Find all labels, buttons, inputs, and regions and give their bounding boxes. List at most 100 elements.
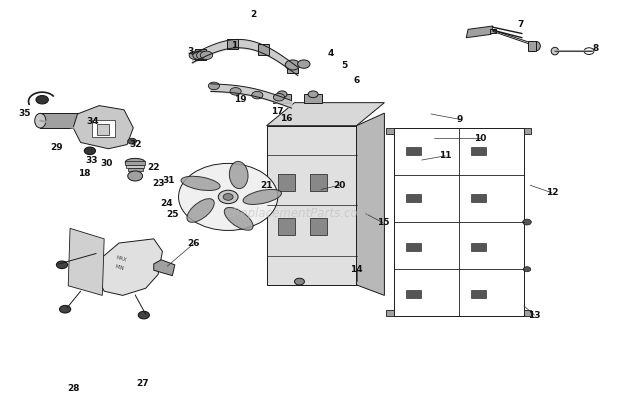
Bar (259, 44, 270, 55)
Ellipse shape (243, 189, 281, 204)
Circle shape (208, 82, 219, 90)
Ellipse shape (229, 161, 248, 189)
Circle shape (197, 51, 209, 59)
Text: 25: 25 (166, 210, 179, 219)
Bar (405, 290, 420, 298)
Ellipse shape (81, 114, 92, 128)
Bar (405, 147, 420, 155)
Bar (471, 147, 486, 155)
Circle shape (56, 261, 68, 269)
Text: 17: 17 (271, 107, 283, 116)
Text: 4: 4 (327, 49, 334, 58)
Text: 32: 32 (129, 140, 141, 149)
Bar (386, 310, 394, 316)
Bar (471, 194, 486, 202)
Text: 14: 14 (350, 265, 363, 274)
Bar (97, 124, 109, 135)
Polygon shape (466, 26, 493, 38)
Text: 6: 6 (354, 76, 360, 85)
Circle shape (523, 219, 531, 225)
Circle shape (193, 51, 205, 59)
Bar (40, 113, 87, 128)
Polygon shape (356, 113, 384, 295)
Polygon shape (68, 228, 104, 295)
Circle shape (189, 51, 202, 59)
Text: 11: 11 (439, 151, 451, 160)
Text: 33: 33 (86, 155, 98, 165)
Text: MIN: MIN (114, 264, 124, 271)
Bar (524, 310, 531, 316)
Text: 2: 2 (250, 10, 256, 19)
Text: 18: 18 (78, 169, 91, 178)
Bar (405, 243, 420, 251)
Text: 27: 27 (136, 379, 149, 388)
Circle shape (277, 91, 287, 98)
Circle shape (138, 311, 149, 319)
Circle shape (523, 266, 531, 272)
Text: 20: 20 (334, 181, 346, 190)
Text: 9: 9 (457, 115, 463, 124)
Circle shape (273, 93, 285, 101)
Circle shape (308, 91, 318, 98)
Circle shape (584, 48, 594, 54)
Circle shape (298, 60, 310, 68)
Ellipse shape (35, 114, 46, 128)
Bar (195, 49, 206, 60)
Bar (471, 290, 486, 298)
Text: 23: 23 (152, 178, 164, 188)
Text: 22: 22 (148, 163, 160, 172)
Polygon shape (154, 260, 175, 276)
Bar (278, 218, 295, 235)
Text: 15: 15 (377, 218, 389, 228)
Ellipse shape (224, 207, 253, 230)
Ellipse shape (551, 47, 559, 55)
Ellipse shape (125, 158, 145, 166)
Circle shape (294, 278, 304, 285)
Text: 10: 10 (474, 134, 487, 143)
Bar (310, 218, 327, 235)
Circle shape (179, 163, 278, 230)
Ellipse shape (532, 41, 540, 51)
Bar (92, 120, 115, 137)
Circle shape (128, 171, 143, 181)
Text: 24: 24 (160, 199, 172, 208)
Circle shape (230, 88, 241, 95)
Circle shape (128, 138, 136, 144)
Bar (386, 128, 394, 134)
Circle shape (84, 147, 95, 155)
Text: 30: 30 (100, 159, 113, 168)
Ellipse shape (187, 199, 215, 222)
Bar (125, 161, 145, 165)
Bar (394, 128, 524, 316)
Text: 16: 16 (280, 114, 293, 123)
Bar (490, 29, 496, 33)
Text: eReplacementParts.com: eReplacementParts.com (226, 207, 370, 220)
Bar (126, 165, 144, 168)
Text: 31: 31 (162, 176, 175, 185)
Bar (267, 126, 356, 285)
Ellipse shape (181, 176, 220, 191)
Circle shape (285, 60, 300, 70)
Text: 21: 21 (260, 181, 273, 190)
Text: 12: 12 (546, 188, 558, 197)
Text: 35: 35 (19, 109, 31, 119)
Text: 13: 13 (528, 310, 541, 320)
Bar (528, 41, 536, 51)
Text: 29: 29 (51, 143, 63, 153)
Text: MAX: MAX (115, 255, 127, 263)
Circle shape (218, 190, 238, 204)
Text: 1: 1 (231, 41, 237, 50)
Text: 34: 34 (87, 117, 99, 126)
Bar (286, 62, 298, 73)
Circle shape (60, 305, 71, 313)
Text: 19: 19 (234, 95, 247, 104)
Text: 5: 5 (342, 61, 348, 70)
Polygon shape (94, 239, 162, 295)
Polygon shape (73, 106, 133, 149)
Bar (310, 174, 327, 191)
Bar (524, 128, 531, 134)
Text: 3: 3 (188, 47, 194, 56)
Text: 7: 7 (518, 20, 524, 29)
Bar (278, 174, 295, 191)
Circle shape (200, 51, 213, 59)
